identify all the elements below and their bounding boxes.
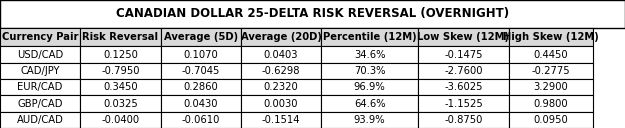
Text: -0.8750: -0.8750 — [444, 115, 483, 125]
Text: 0.1070: 0.1070 — [183, 50, 218, 60]
Bar — [321, 46, 418, 63]
Bar — [509, 28, 594, 46]
Bar — [161, 46, 241, 63]
Bar — [80, 79, 161, 95]
Text: Average (20D): Average (20D) — [241, 32, 321, 42]
Bar — [509, 95, 594, 112]
Text: Risk Reversal: Risk Reversal — [82, 32, 159, 42]
Text: USD/CAD: USD/CAD — [17, 50, 63, 60]
Text: 93.9%: 93.9% — [354, 115, 386, 125]
Text: 3.2900: 3.2900 — [534, 82, 569, 92]
Bar — [241, 28, 321, 46]
Text: CANADIAN DOLLAR 25-DELTA RISK REVERSAL (OVERNIGHT): CANADIAN DOLLAR 25-DELTA RISK REVERSAL (… — [116, 7, 509, 20]
Text: -0.1514: -0.1514 — [262, 115, 301, 125]
Bar — [418, 95, 509, 112]
Text: 0.0325: 0.0325 — [103, 99, 138, 109]
Text: 70.3%: 70.3% — [354, 66, 386, 76]
Bar — [321, 95, 418, 112]
Bar — [0, 46, 80, 63]
Bar — [0, 112, 80, 128]
Bar — [0, 28, 80, 46]
Text: Low Skew (12M): Low Skew (12M) — [418, 32, 509, 42]
Bar — [321, 63, 418, 79]
Bar — [418, 28, 509, 46]
Text: -0.6298: -0.6298 — [262, 66, 301, 76]
Bar — [509, 46, 594, 63]
Bar — [241, 63, 321, 79]
Text: 64.6%: 64.6% — [354, 99, 386, 109]
Bar — [241, 95, 321, 112]
Text: 0.3450: 0.3450 — [103, 82, 138, 92]
Bar — [0, 95, 80, 112]
Text: AUD/CAD: AUD/CAD — [17, 115, 64, 125]
Text: High Skew (12M): High Skew (12M) — [503, 32, 599, 42]
Bar — [418, 112, 509, 128]
Bar — [161, 28, 241, 46]
Text: Average (5D): Average (5D) — [164, 32, 238, 42]
Bar — [418, 63, 509, 79]
Bar — [321, 28, 418, 46]
Bar — [418, 79, 509, 95]
Bar — [0, 63, 80, 79]
Bar — [321, 112, 418, 128]
Bar — [418, 46, 509, 63]
Bar — [80, 63, 161, 79]
Text: 0.2860: 0.2860 — [183, 82, 218, 92]
Bar — [509, 79, 594, 95]
Text: -0.0400: -0.0400 — [101, 115, 139, 125]
Text: 0.4450: 0.4450 — [534, 50, 568, 60]
Bar — [161, 95, 241, 112]
Text: 0.1250: 0.1250 — [103, 50, 138, 60]
Text: 96.9%: 96.9% — [354, 82, 386, 92]
Bar — [321, 79, 418, 95]
Text: -3.6025: -3.6025 — [444, 82, 483, 92]
Text: 0.0030: 0.0030 — [264, 99, 298, 109]
Text: 0.0950: 0.0950 — [534, 115, 569, 125]
Text: -2.7600: -2.7600 — [444, 66, 483, 76]
Text: Currency Pair: Currency Pair — [2, 32, 78, 42]
Bar — [241, 79, 321, 95]
Bar — [509, 63, 594, 79]
Text: 0.9800: 0.9800 — [534, 99, 568, 109]
Text: -1.1525: -1.1525 — [444, 99, 483, 109]
Bar — [241, 46, 321, 63]
Text: -0.7950: -0.7950 — [101, 66, 140, 76]
Bar — [80, 28, 161, 46]
Text: CAD/JPY: CAD/JPY — [21, 66, 60, 76]
Bar — [161, 112, 241, 128]
Bar — [161, 79, 241, 95]
Bar — [509, 112, 594, 128]
Text: EUR/CAD: EUR/CAD — [18, 82, 63, 92]
Bar — [80, 46, 161, 63]
Text: -0.7045: -0.7045 — [182, 66, 220, 76]
Text: GBP/CAD: GBP/CAD — [18, 99, 63, 109]
Text: 34.6%: 34.6% — [354, 50, 386, 60]
Bar — [161, 63, 241, 79]
Bar — [0, 0, 625, 28]
Bar — [80, 112, 161, 128]
Text: 0.0403: 0.0403 — [264, 50, 298, 60]
Text: 0.0430: 0.0430 — [184, 99, 218, 109]
Text: -0.1475: -0.1475 — [444, 50, 483, 60]
Text: 0.2320: 0.2320 — [264, 82, 299, 92]
Text: -0.0610: -0.0610 — [182, 115, 220, 125]
Text: -0.2775: -0.2775 — [532, 66, 571, 76]
Bar — [80, 95, 161, 112]
Text: Percentile (12M): Percentile (12M) — [323, 32, 416, 42]
Bar — [241, 112, 321, 128]
Bar — [0, 79, 80, 95]
